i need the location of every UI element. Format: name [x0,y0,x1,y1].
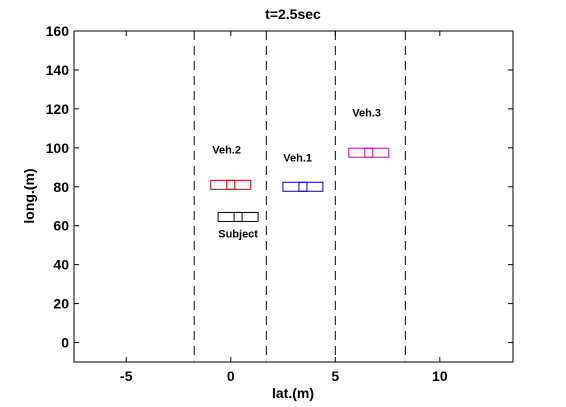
x-tick-label: 0 [227,368,235,384]
vehicle-cab [226,179,236,190]
y-tick-label: 80 [53,179,69,195]
vehicle-veh1: Veh.1 [282,152,324,192]
x-tick-label: -5 [120,368,133,384]
plot-area [73,30,514,363]
vehicle-label: Veh.2 [212,145,241,157]
vehicle-subject: Subject [217,211,259,240]
vehicle-veh2: Veh.2 [210,145,252,190]
vehicle-cab [364,147,374,158]
y-tick-label: 60 [53,218,69,234]
vehicle-cab [298,181,308,192]
y-tick-label: 40 [53,257,69,273]
lane-boundaries [193,31,406,362]
vehicle-label: Veh.3 [352,108,381,120]
y-tick-label: 140 [46,62,70,78]
x-tick-label: 5 [331,368,339,384]
vehicle-label: Subject [218,228,258,240]
vehicle-cab [233,211,243,222]
y-tick-label: 0 [61,335,69,351]
vehicles: Veh.2 Veh.1 Veh.3 Subject [210,108,390,240]
x-tick-label: 10 [432,368,448,384]
y-tick-label: 160 [46,23,70,39]
x-axis-label: lat.(m) [272,385,314,401]
y-tick-label: 20 [53,296,69,312]
x-ticks: -5 0 5 10 [120,31,448,384]
y-tick-label: 120 [46,101,70,117]
vehicle-veh3: Veh.3 [348,108,390,158]
chart-title: t=2.5sec [265,6,321,22]
vehicle-label: Veh.1 [283,152,312,164]
y-tick-label: 100 [46,140,70,156]
y-axis-label: long.(m) [21,168,37,223]
y-ticks: 0 20 40 60 80 100 120 140 160 [46,23,513,351]
